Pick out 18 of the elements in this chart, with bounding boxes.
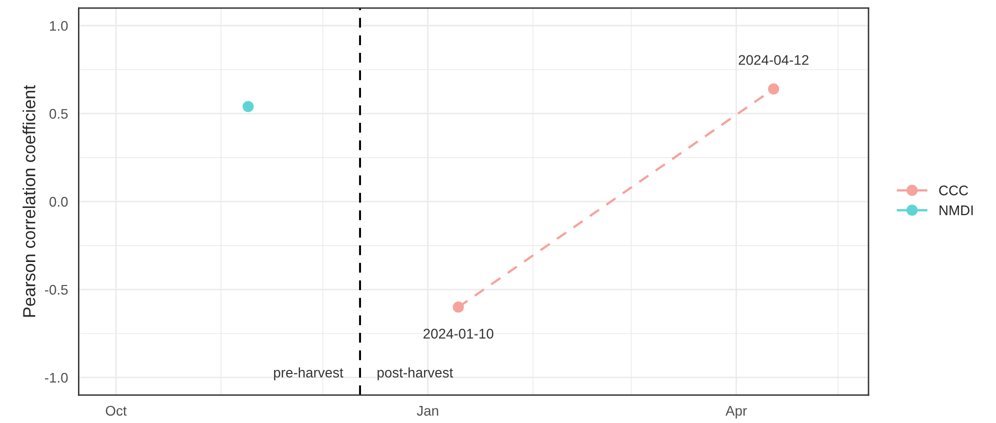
legend-label: CCC: [939, 186, 968, 196]
x-tick-label: Jan: [416, 406, 438, 416]
y-tick-label: 0.5: [50, 108, 68, 119]
y-tick-label: 0.0: [50, 196, 68, 207]
legend-label: NMDI: [940, 206, 973, 216]
point: [242, 101, 254, 112]
annotation: 2024-01-10: [424, 328, 494, 339]
y-tick-label: -1.0: [44, 372, 68, 383]
annotation: pre-harvest: [274, 367, 344, 380]
point: [452, 302, 464, 313]
x-tick-label: Apr: [726, 406, 747, 418]
y-tick-label: 1.0: [50, 20, 68, 31]
point: [768, 83, 780, 95]
annotation: 2024-04-12: [738, 55, 808, 65]
x-tick-label: Oct: [106, 406, 127, 416]
y-axis-title: Pearson correlation coefficient: [22, 85, 36, 317]
y-tick-label: -0.5: [44, 284, 68, 295]
annotation: post-harvest: [378, 367, 454, 380]
